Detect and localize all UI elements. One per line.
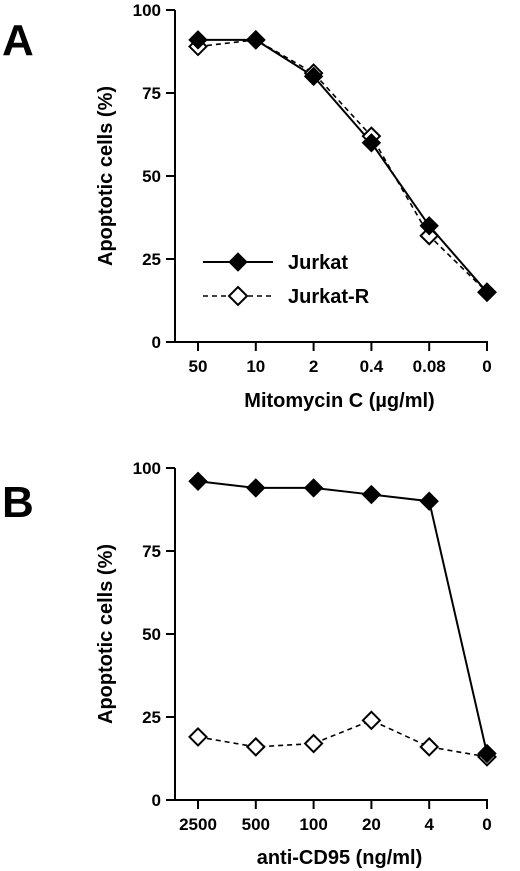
legend-marker-jurkat-r bbox=[227, 285, 249, 307]
x-tick-label: 100 bbox=[299, 815, 327, 834]
x-tick-label: 50 bbox=[189, 357, 208, 376]
x-tick-label: 2 bbox=[309, 357, 318, 376]
legend-marker-jurkat bbox=[228, 252, 248, 272]
data-point-jurkat-r bbox=[419, 736, 440, 757]
series-line-jurkat-r bbox=[197, 719, 488, 758]
y-tick-label: 25 bbox=[142, 708, 161, 727]
data-point-jurkat-r bbox=[361, 710, 382, 731]
data-point-jurkat bbox=[419, 216, 439, 236]
data-point-jurkat-r bbox=[245, 736, 266, 757]
x-tick-label: 0 bbox=[482, 357, 491, 376]
x-tick-label: 10 bbox=[246, 357, 265, 376]
y-tick-label: 50 bbox=[142, 625, 161, 644]
data-point-jurkat bbox=[477, 282, 497, 302]
panel-a: A 0 25 50 75 100 50 10 2 0.4 0.08 0 Mitomycin C (µg… bbox=[2, 1, 497, 412]
data-point-jurkat bbox=[188, 471, 208, 491]
y-tick-label: 50 bbox=[142, 167, 161, 186]
x-tick-label: 0.08 bbox=[413, 357, 446, 376]
y-tick-label: 100 bbox=[133, 1, 161, 20]
data-point-jurkat bbox=[246, 30, 266, 50]
x-axis-title: Mitomycin C (µg/ml) bbox=[244, 390, 434, 412]
legend-label-jurkat-r: Jurkat-R bbox=[288, 286, 370, 308]
legend-label-jurkat: Jurkat bbox=[288, 252, 348, 274]
data-point-jurkat bbox=[246, 478, 266, 498]
x-tick-label: 0 bbox=[482, 815, 491, 834]
y-tick-label: 75 bbox=[142, 542, 161, 561]
data-point-jurkat-r bbox=[188, 727, 208, 747]
y-tick-label: 100 bbox=[133, 459, 161, 478]
y-axis-title: Apoptotic cells (%) bbox=[95, 544, 117, 724]
data-point-jurkat bbox=[303, 478, 324, 498]
data-point-jurkat-r bbox=[303, 733, 324, 754]
y-tick-label: 75 bbox=[142, 84, 161, 103]
data-point-jurkat bbox=[419, 491, 439, 511]
x-tick-label: 500 bbox=[242, 815, 270, 834]
data-point-jurkat bbox=[303, 66, 324, 87]
data-point-jurkat-r bbox=[419, 225, 440, 246]
data-point-jurkat bbox=[188, 30, 208, 50]
x-tick-label: 20 bbox=[362, 815, 381, 834]
x-tick-label: 0.4 bbox=[360, 357, 384, 376]
data-point-jurkat bbox=[361, 484, 382, 505]
panel-a-letter: A bbox=[2, 16, 34, 65]
series-line-jurkat-r bbox=[197, 39, 488, 293]
x-axis-title: anti-CD95 (ng/ml) bbox=[257, 847, 423, 869]
x-tick-label: 4 bbox=[424, 815, 434, 834]
x-tick-label: 2500 bbox=[179, 815, 217, 834]
data-point-jurkat bbox=[477, 743, 497, 764]
y-tick-label: 25 bbox=[142, 250, 161, 269]
panel-b-letter: B bbox=[2, 478, 34, 527]
y-tick-label: 0 bbox=[152, 333, 161, 352]
data-point-jurkat bbox=[361, 133, 382, 153]
panel-b: B 0 25 50 75 100 2500 500 100 20 4 0 anti-CD95 (ng/… bbox=[2, 459, 497, 869]
y-tick-label: 0 bbox=[152, 791, 161, 810]
y-axis-title: Apoptotic cells (%) bbox=[95, 86, 117, 266]
series-line-jurkat bbox=[197, 480, 488, 754]
